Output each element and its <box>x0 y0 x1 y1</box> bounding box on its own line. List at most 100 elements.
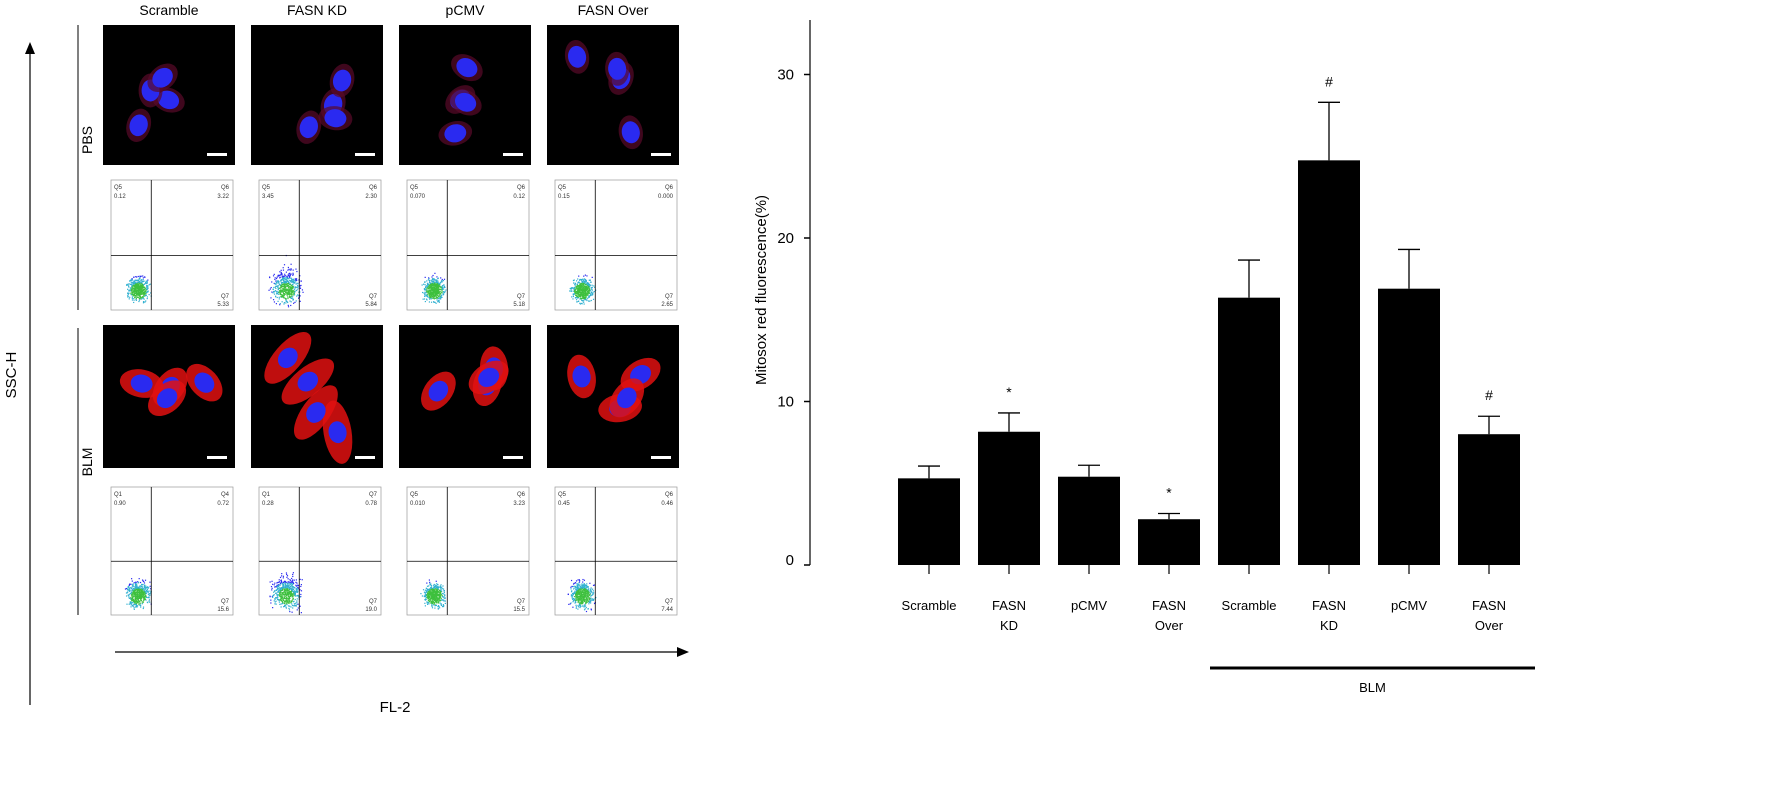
event-dot <box>585 586 588 588</box>
event-dot <box>442 599 445 601</box>
event-dot <box>138 594 140 596</box>
event-dot <box>575 580 578 582</box>
event-dot <box>132 591 134 593</box>
event-dot <box>436 299 438 301</box>
event-dot <box>293 292 295 294</box>
event-dot <box>284 289 286 292</box>
event-dot <box>138 590 140 592</box>
event-dot <box>130 597 132 599</box>
event-dot <box>144 584 146 586</box>
event-dot <box>585 593 587 595</box>
event-dot <box>281 283 283 285</box>
event-dot <box>141 298 143 300</box>
event-dot <box>131 588 134 590</box>
event-dot <box>581 600 583 602</box>
event-dot <box>293 280 295 282</box>
event-dot <box>585 591 587 593</box>
event-dot <box>581 300 583 302</box>
event-dot <box>435 585 438 587</box>
event-dot <box>288 581 290 583</box>
event-dot <box>136 288 138 290</box>
event-dot <box>571 290 573 292</box>
event-dot <box>589 597 591 599</box>
event-dot <box>290 582 292 584</box>
event-dot <box>270 286 272 289</box>
event-dot <box>280 273 282 275</box>
event-dot <box>586 589 588 591</box>
event-dot <box>277 285 279 287</box>
event-dot <box>297 284 299 287</box>
event-dot <box>584 285 586 287</box>
event-dot <box>575 596 577 598</box>
event-dot <box>127 587 129 589</box>
event-dot <box>143 301 145 303</box>
event-dot <box>277 584 279 586</box>
event-dot <box>427 592 429 594</box>
event-dot <box>576 284 578 287</box>
event-dot <box>570 595 573 597</box>
event-dot <box>285 275 287 277</box>
event-dot <box>437 282 439 284</box>
event-dot <box>428 294 430 296</box>
event-dot <box>285 300 287 302</box>
event-dot <box>282 582 284 584</box>
bar <box>1458 434 1520 565</box>
event-dot <box>426 582 428 584</box>
event-dot <box>432 587 435 589</box>
event-dot <box>287 291 290 293</box>
event-dot <box>299 287 302 289</box>
event-dot <box>440 281 442 283</box>
event-dot <box>426 595 428 597</box>
event-dot <box>289 283 292 285</box>
event-dot <box>127 292 129 294</box>
event-dot <box>440 587 442 589</box>
event-dot <box>134 582 137 585</box>
event-dot <box>440 593 442 596</box>
event-dot <box>431 294 433 296</box>
event-dot <box>436 597 438 599</box>
event-dot <box>283 602 285 604</box>
event-dot <box>436 586 438 588</box>
event-dot <box>579 586 581 588</box>
event-dot <box>143 585 145 588</box>
event-dot <box>139 287 141 290</box>
event-dot <box>137 292 139 294</box>
event-dot <box>287 306 290 308</box>
event-dot <box>579 595 582 598</box>
column-header: FASN Over <box>578 2 649 18</box>
event-dot <box>139 298 141 300</box>
event-dot <box>127 296 129 298</box>
event-dot <box>139 282 141 285</box>
event-dot <box>125 592 128 594</box>
event-dot <box>434 586 436 588</box>
nucleus-stain <box>568 45 587 68</box>
event-dot <box>133 608 135 610</box>
event-dot <box>434 592 436 594</box>
event-dot <box>288 289 290 291</box>
event-dot <box>291 285 293 287</box>
event-dot <box>142 277 144 279</box>
event-dot <box>137 602 139 604</box>
event-dot <box>441 288 444 290</box>
event-dot <box>431 278 434 280</box>
event-dot <box>431 587 433 589</box>
event-dot <box>136 584 138 586</box>
event-dot <box>289 275 291 277</box>
event-dot <box>291 284 293 286</box>
event-dot <box>288 291 291 293</box>
event-dot <box>126 589 129 591</box>
event-dot <box>294 287 296 289</box>
event-dot <box>143 590 145 592</box>
event-dot <box>128 595 130 597</box>
event-dot <box>145 592 147 595</box>
event-dot <box>288 296 290 298</box>
event-dot <box>138 296 140 298</box>
event-dot <box>590 287 592 289</box>
event-dot <box>149 590 151 592</box>
event-dot <box>283 596 285 598</box>
event-dot <box>273 293 276 295</box>
event-dot <box>439 295 441 297</box>
event-dot <box>133 593 135 595</box>
event-dot <box>431 282 434 285</box>
